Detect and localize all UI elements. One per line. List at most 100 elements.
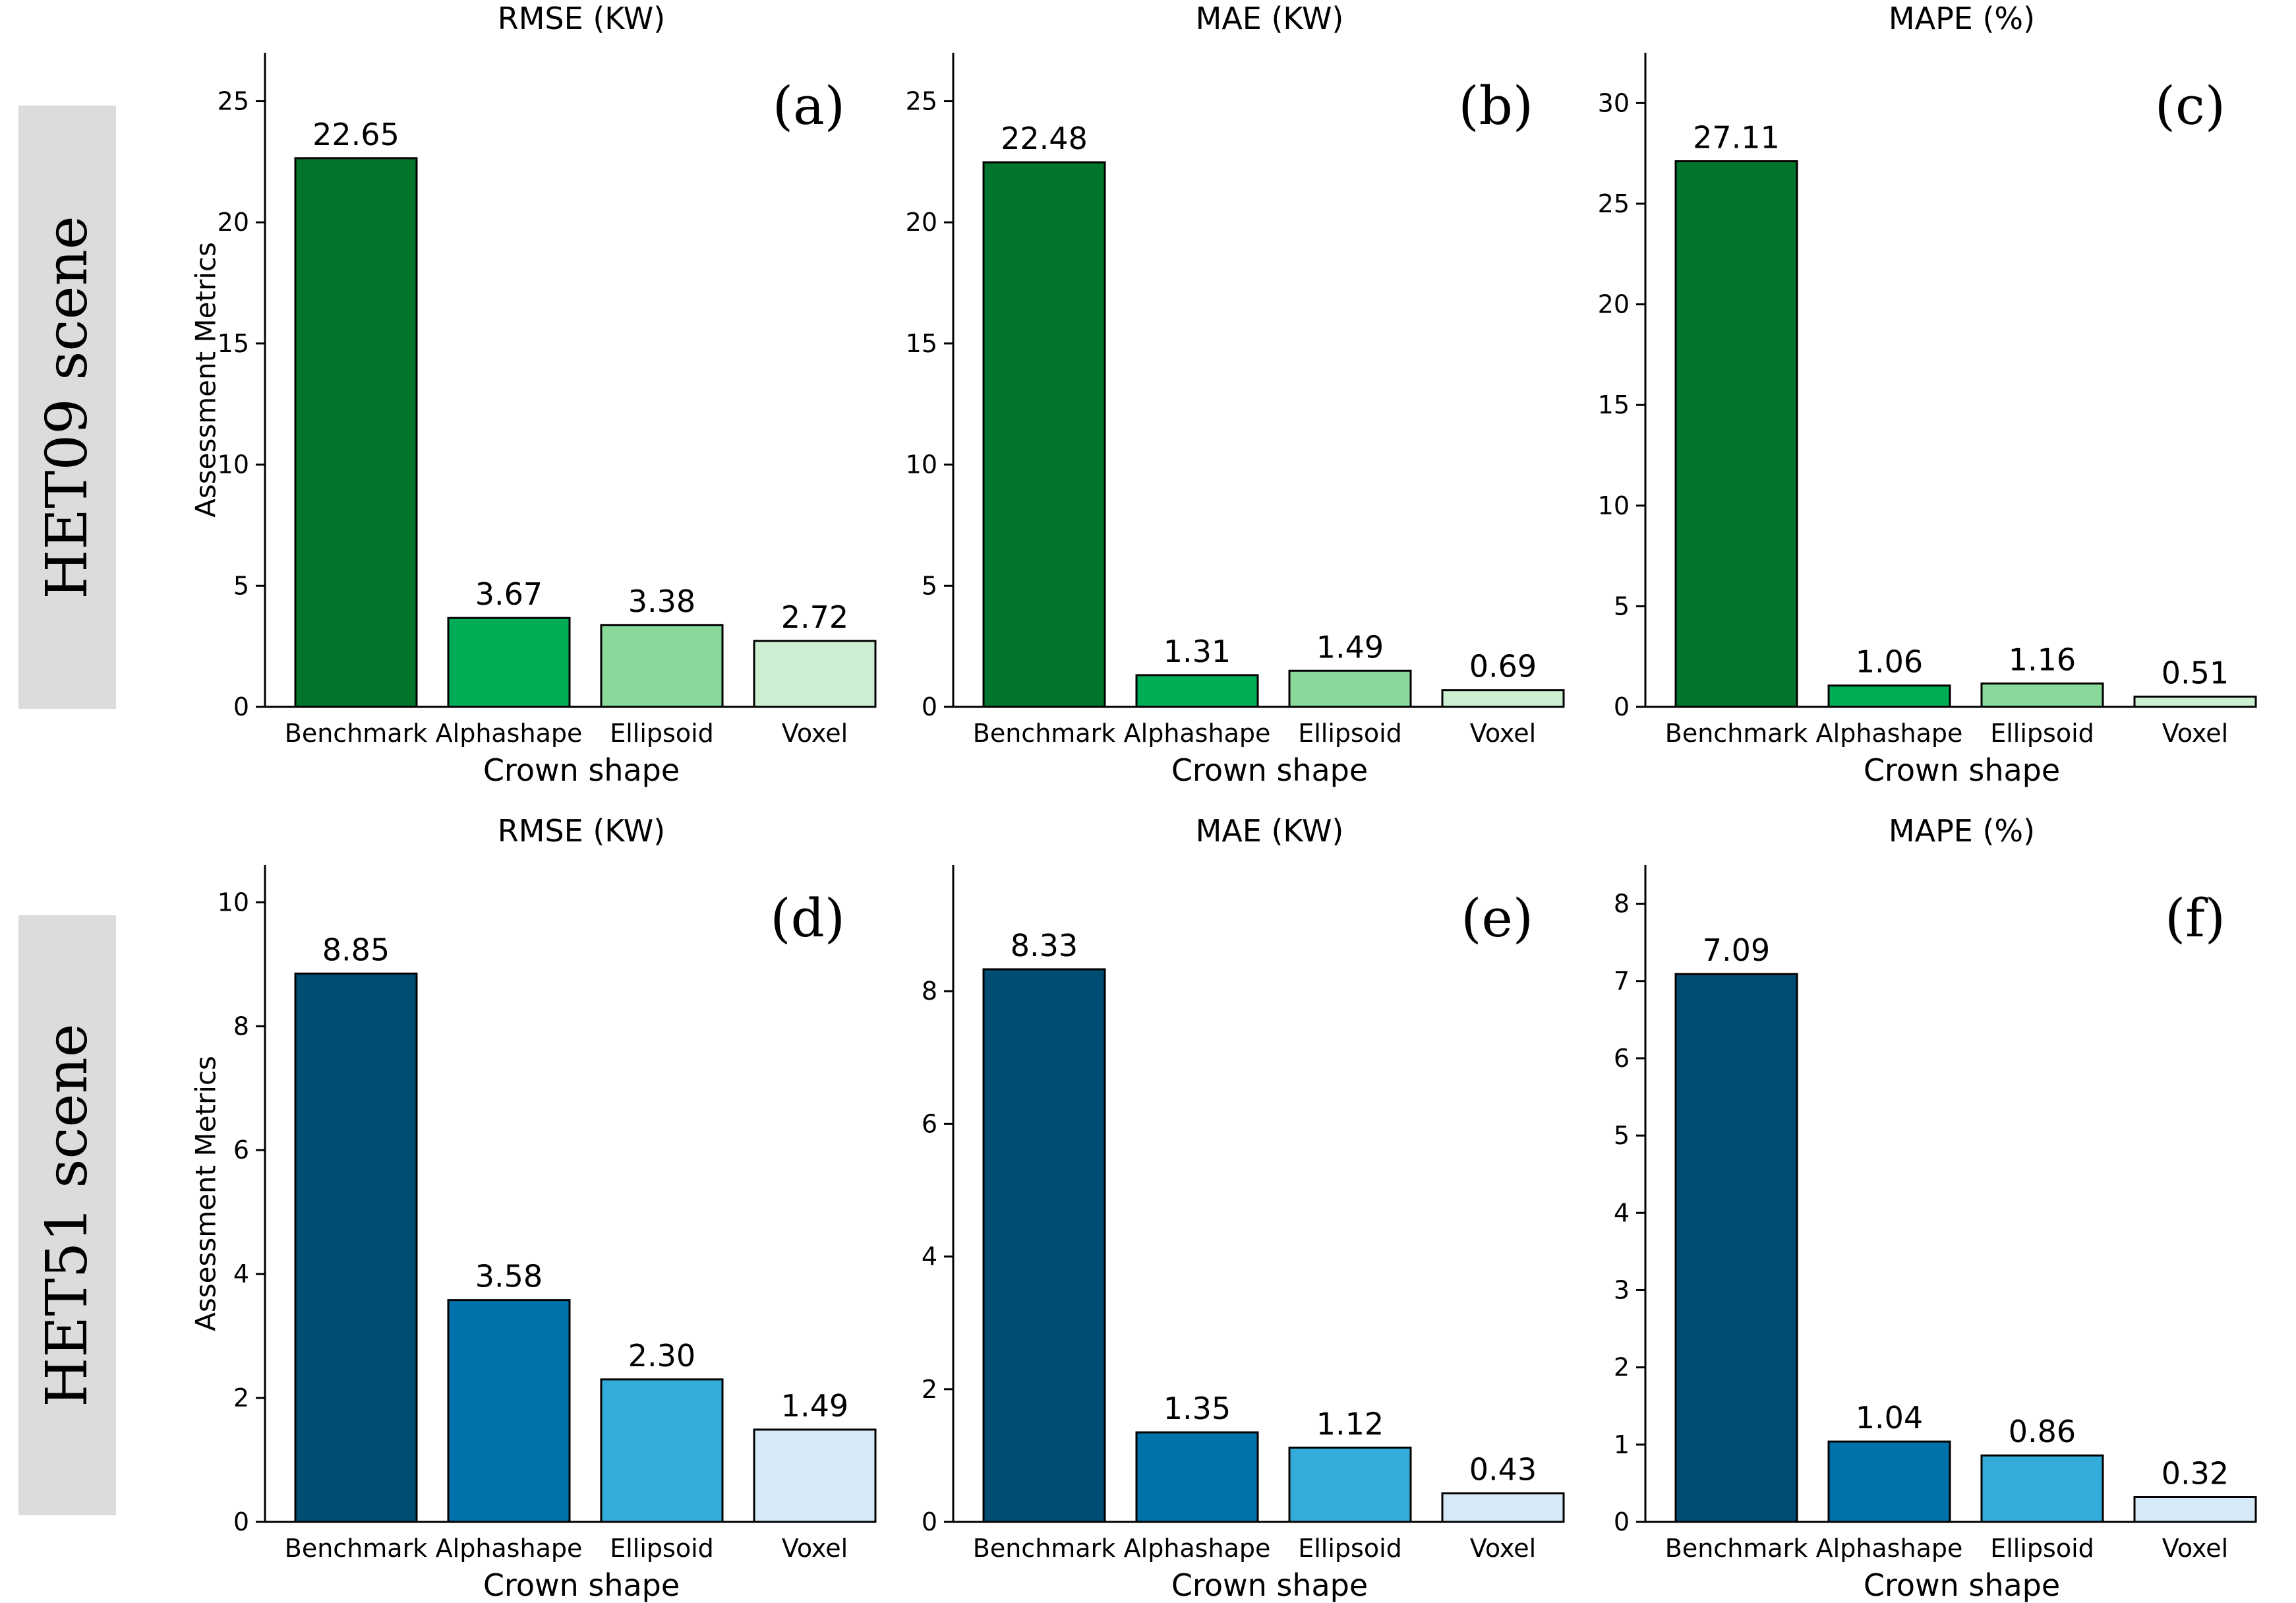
y-tick-label: 10 [218, 450, 249, 479]
y-tick-label: 6 [922, 1109, 937, 1138]
x-tick-label: Alphashape [1816, 1534, 1963, 1563]
y-axis-label: Assessment Metrics [190, 242, 222, 518]
y-tick-label: 7 [1614, 967, 1630, 996]
bar-ellipsoid [1288, 1446, 1412, 1523]
bar-value-label: 1.12 [1316, 1406, 1384, 1441]
y-tick-label: 4 [1614, 1198, 1630, 1227]
bar-alphashape [1827, 1440, 1951, 1523]
bar-value-label: 1.49 [1316, 629, 1384, 665]
bar-value-label: 7.09 [1703, 932, 1770, 968]
y-tick-label: 6 [233, 1135, 249, 1164]
chart-panel-4: 0 2 4 6 8 10 8.85 Benchmark 3.58 Alphashape 2.30 El… [190, 813, 877, 1603]
y-tick-label: 8 [1614, 890, 1630, 919]
bar-value-label: 1.31 [1163, 634, 1231, 669]
row-label-het51-bg [18, 915, 116, 1515]
x-tick-label: Alphashape [1124, 719, 1271, 748]
x-tick-label: Benchmark [1665, 719, 1808, 748]
y-tick-label: 25 [218, 86, 249, 115]
x-tick-label: Alphashape [436, 1534, 583, 1563]
chart-panel-6: 0 1 2 3 4 5 6 7 8 7.09 Benchmark 1.04 Alphashape 0.86… [1614, 813, 2257, 1603]
y-tick-label: 6 [1614, 1044, 1630, 1073]
x-axis-label: Crown shape [1171, 752, 1368, 788]
bar-benchmark [982, 968, 1106, 1523]
bar-value-label: 3.58 [475, 1259, 543, 1294]
x-tick-label: Ellipsoid [1990, 719, 2094, 748]
y-tick-label: 10 [906, 450, 937, 479]
bar-value-label: 0.43 [1469, 1452, 1537, 1488]
x-tick-label: Voxel [782, 1534, 848, 1563]
x-tick-label: Alphashape [1816, 719, 1963, 748]
x-tick-label: Voxel [1470, 719, 1536, 748]
bar-voxel [753, 1428, 877, 1523]
y-tick-label: 15 [218, 329, 249, 358]
bar-value-label: 0.69 [1469, 649, 1537, 684]
y-tick-label: 25 [1598, 189, 1630, 218]
bar-ellipsoid [1980, 682, 2104, 708]
chart-title: MAE (KW) [1196, 1, 1344, 36]
bar-benchmark [982, 161, 1106, 708]
bar-benchmark [294, 972, 418, 1523]
y-tick-label: 15 [906, 329, 937, 358]
x-tick-label: Voxel [782, 719, 848, 748]
y-tick-label: 2 [1614, 1353, 1630, 1382]
bar-value-label: 2.30 [628, 1338, 695, 1374]
x-axis-label: Crown shape [1864, 752, 2060, 788]
y-tick-label: 20 [218, 208, 249, 237]
y-tick-label: 0 [233, 692, 249, 721]
bar-ellipsoid [600, 1378, 724, 1523]
panel-letter: (d) [770, 888, 845, 949]
y-tick-label: 5 [922, 571, 937, 600]
bar-voxel [2133, 1496, 2257, 1523]
panel-letter: (b) [1458, 75, 1533, 136]
chart-title: MAPE (%) [1889, 1, 2035, 36]
bar-value-label: 0.51 [2162, 655, 2229, 690]
x-tick-label: Voxel [2162, 1534, 2228, 1563]
bar-alphashape [447, 617, 571, 708]
bar-value-label: 1.04 [1856, 1400, 1923, 1436]
bar-value-label: 0.86 [2009, 1414, 2076, 1449]
bar-voxel [753, 640, 877, 708]
bar-value-label: 22.48 [1001, 121, 1088, 156]
y-tick-label: 0 [922, 1507, 937, 1536]
bar-benchmark [1674, 160, 1798, 708]
bar-ellipsoid [600, 624, 724, 708]
x-tick-label: Benchmark [973, 1534, 1115, 1563]
bar-benchmark [294, 157, 418, 708]
y-tick-label: 10 [1598, 491, 1630, 520]
panel-letter: (c) [2155, 75, 2225, 136]
y-tick-label: 5 [1614, 591, 1630, 620]
chart-panel-2: 0 5 10 15 20 25 22.48 Benchmark 1.31 Alphashape 1.… [906, 1, 1565, 788]
bar-value-label: 2.72 [781, 599, 848, 635]
bar-voxel [1441, 689, 1565, 708]
bar-value-label: 1.35 [1163, 1391, 1231, 1426]
x-tick-label: Voxel [2162, 719, 2228, 748]
x-axis-label: Crown shape [1171, 1567, 1368, 1603]
x-axis-label: Crown shape [1864, 1567, 2060, 1603]
row-label-het09-bg [18, 106, 116, 709]
y-tick-label: 8 [922, 977, 937, 1006]
y-tick-label: 2 [922, 1375, 937, 1404]
chart-panels: 051015202522.65Benchmark3.67Alphashape3.… [190, 1, 2257, 1603]
y-tick-label: 0 [922, 692, 937, 721]
bar-value-label: 1.49 [781, 1388, 848, 1424]
row-label-het51: HET51 scene [18, 915, 116, 1515]
bar-value-label: 8.85 [322, 932, 390, 967]
chart-title: RMSE (KW) [498, 1, 665, 36]
x-tick-label: Alphashape [1124, 1534, 1271, 1563]
bar-value-label: 27.11 [1693, 120, 1780, 156]
x-tick-label: Benchmark [285, 1534, 427, 1563]
bar-ellipsoid [1980, 1454, 2104, 1523]
bar-ellipsoid [1288, 669, 1412, 708]
bar-value-label: 3.67 [475, 576, 543, 612]
x-axis-label: Crown shape [483, 752, 680, 788]
y-tick-label: 0 [1614, 692, 1630, 721]
y-tick-label: 30 [1598, 88, 1630, 117]
x-tick-label: Benchmark [973, 719, 1115, 748]
row-label-het09-text: HET09 scene [34, 216, 100, 599]
chart-title: MAE (KW) [1196, 813, 1344, 849]
panel-letter: (e) [1461, 888, 1533, 949]
y-tick-label: 15 [1598, 390, 1630, 419]
y-tick-label: 0 [1614, 1507, 1630, 1536]
chart-panel-3: 0 5 10 15 20 25 30 27.11 Benchmark 1.06 Alphashape… [1598, 1, 2257, 788]
x-tick-label: Ellipsoid [610, 719, 714, 748]
